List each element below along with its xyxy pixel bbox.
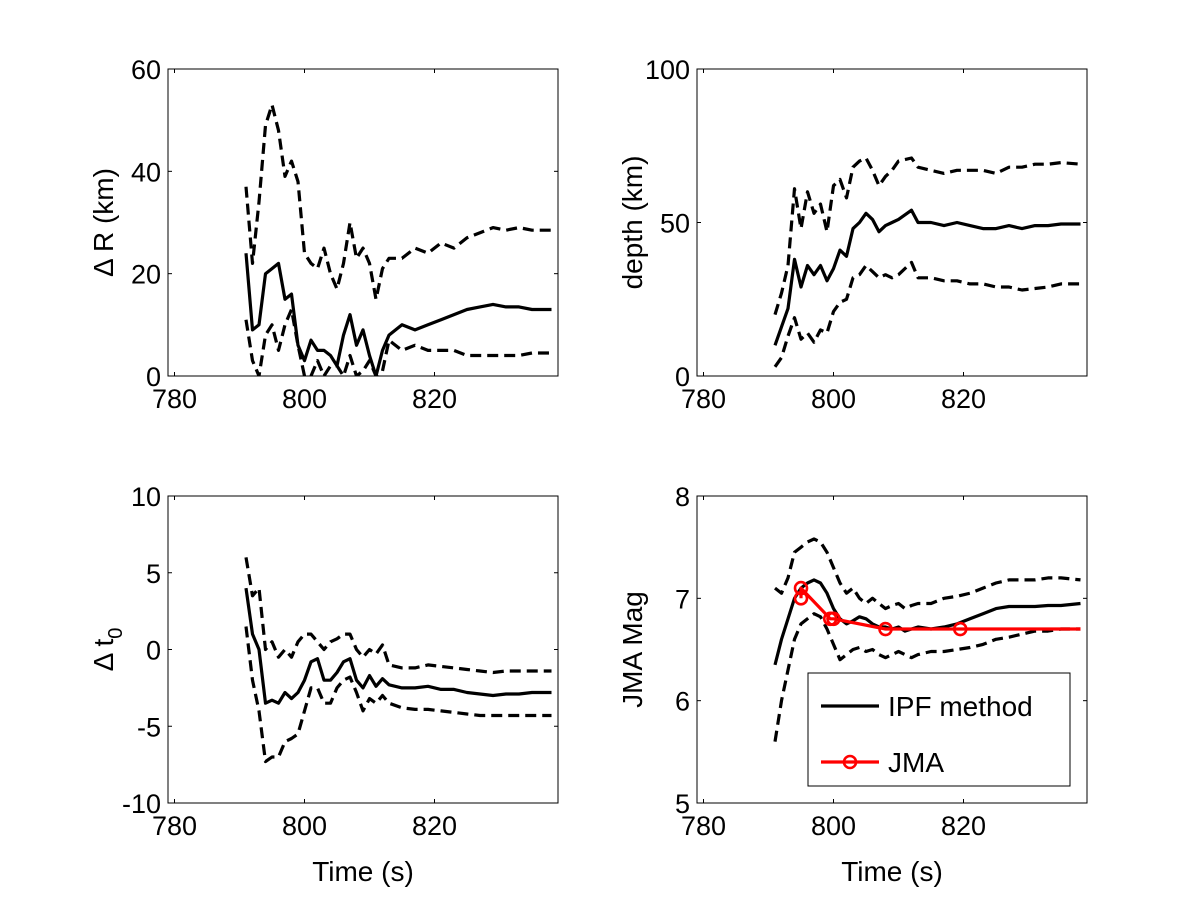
x-tick-label: 820 — [941, 384, 986, 414]
y-tick-label: 0 — [146, 362, 161, 392]
y-tick-label: -10 — [122, 789, 161, 819]
x-tick-label: 780 — [152, 384, 197, 414]
series-line-reference — [799, 586, 1081, 631]
y-tick-label: 0 — [675, 362, 690, 392]
x-tick-label: 800 — [811, 811, 856, 841]
series-marker — [878, 621, 893, 637]
y-tick-label: 60 — [131, 55, 161, 85]
series-line-mean — [773, 208, 1081, 346]
series-marker — [826, 611, 841, 627]
series-line-lower — [773, 612, 1081, 742]
series-line-lower — [244, 626, 552, 764]
series-line-upper — [774, 537, 1081, 611]
series-line-mean — [244, 587, 552, 705]
y-tick-label: 5 — [146, 559, 161, 589]
series-line-upper — [244, 103, 552, 301]
x-axis-label: Time (s) — [841, 856, 943, 887]
y-axis-label: depth (km) — [617, 156, 648, 290]
y-tick-label: 0 — [146, 636, 161, 666]
panel-jma-mag: 780 800 820 5 6 7 8 JMA Mag Time (s) IPF method JM… — [617, 482, 1088, 887]
y-tick-label: 6 — [675, 687, 690, 717]
y-tick-label: -5 — [137, 712, 161, 742]
series-group — [244, 557, 552, 764]
series-group — [773, 156, 1081, 368]
y-axis-label-main: Δ t — [88, 638, 119, 671]
axes-box — [696, 495, 1088, 804]
series-group — [773, 537, 1081, 742]
y-axis-label: JMA Mag — [617, 591, 648, 708]
y-tick-label: 20 — [131, 260, 161, 290]
y-tick-label: 100 — [645, 55, 690, 85]
axes-box — [167, 495, 559, 804]
series-line-upper — [244, 557, 552, 675]
x-axis-label: Time (s) — [312, 856, 414, 887]
y-tick-label: 40 — [131, 157, 161, 187]
y-tick-label: 7 — [675, 584, 690, 614]
legend-label: JMA — [888, 747, 944, 778]
y-tick-label: 10 — [131, 482, 161, 512]
y-axis-label: Δ t0 — [88, 628, 127, 672]
y-tick-label: 50 — [660, 209, 690, 239]
series-line-mean — [773, 578, 1081, 666]
panel-depth: 780 800 820 0 50 100 depth (km) — [617, 55, 1088, 414]
x-tick-label: 800 — [811, 384, 856, 414]
series-line-lower — [773, 260, 1081, 368]
y-axis-label: Δ R (km) — [88, 168, 119, 277]
series-line-mean — [244, 253, 552, 376]
legend-marker — [842, 754, 858, 770]
x-tick-label: 820 — [412, 811, 457, 841]
series-line-lower — [244, 307, 552, 376]
series-line-upper — [773, 156, 1081, 316]
y-tick-label: 5 — [675, 789, 690, 819]
axes-box — [167, 68, 559, 377]
x-tick-label: 800 — [282, 384, 327, 414]
y-axis-label-subscript: 0 — [105, 628, 127, 639]
legend-label: IPF method — [888, 691, 1033, 722]
x-tick-label: 780 — [681, 811, 726, 841]
panel-delta-r: 780 800 820 0 20 40 60 Δ R (km) — [88, 55, 559, 414]
series-marker — [793, 580, 809, 596]
legend: IPF method JMA — [807, 672, 1071, 787]
x-tick-label: 780 — [152, 811, 197, 841]
y-tick-label: 8 — [675, 482, 690, 512]
x-tick-label: 780 — [681, 384, 726, 414]
series-marker — [952, 621, 968, 637]
series-marker — [793, 591, 809, 606]
series-group — [244, 103, 552, 376]
x-tick-label: 800 — [282, 811, 327, 841]
x-tick-label: 820 — [412, 384, 457, 414]
x-tick-label: 820 — [941, 811, 986, 841]
